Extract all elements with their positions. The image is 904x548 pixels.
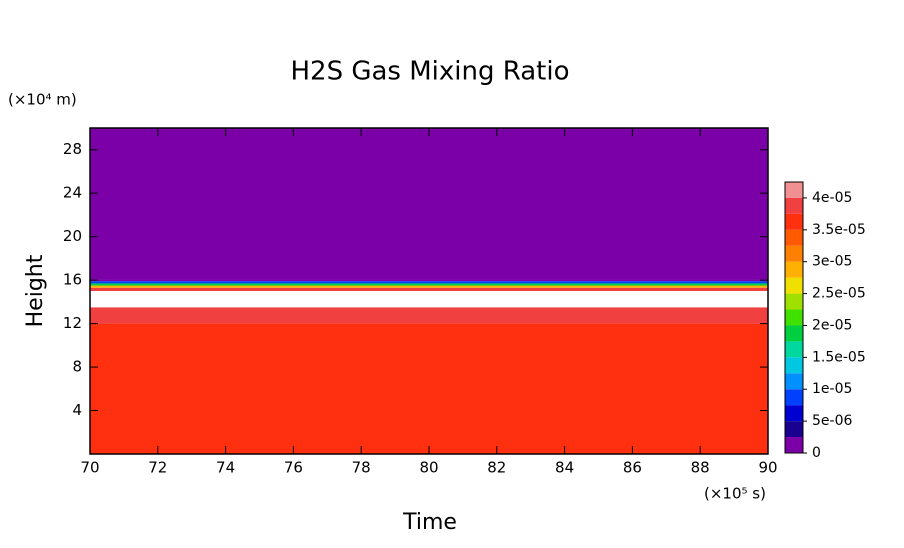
colorbar-swatch [785, 389, 803, 406]
colorbar-swatch [785, 325, 803, 342]
contour-band [90, 285, 768, 288]
colorbar-swatch [785, 229, 803, 246]
colorbar-tick-label: 2.5e-05 [812, 286, 866, 302]
y-tick-label: 24 [63, 184, 82, 202]
contour-band [90, 279, 768, 282]
y-tick-label: 20 [63, 227, 82, 245]
x-tick-label: 78 [352, 459, 371, 477]
colorbar-swatch [785, 197, 803, 214]
x-tick-label: 76 [284, 459, 303, 477]
colorbar-swatch [785, 213, 803, 230]
y-tick-label: 4 [72, 401, 82, 419]
contour-band [90, 283, 768, 286]
colorbar-swatch [785, 182, 803, 198]
y-tick-label: 16 [63, 271, 82, 289]
colorbar-swatch [785, 245, 803, 262]
x-tick-label: 84 [555, 459, 574, 477]
y-tick-label: 8 [72, 358, 82, 376]
colorbar-swatch [785, 341, 803, 358]
colorbar-tick-label: 3e-05 [812, 254, 852, 270]
colorbar-tick-label: 1.5e-05 [812, 349, 866, 365]
colorbar-swatch [785, 421, 803, 438]
colorbar-swatch [785, 261, 803, 278]
contour-band [90, 291, 768, 308]
x-tick-label: 74 [216, 459, 235, 477]
colorbar-tick-label: 3.5e-05 [812, 222, 866, 238]
colorbar-swatch [785, 405, 803, 422]
colorbar-swatch [785, 293, 803, 310]
contour-band [90, 128, 768, 280]
contour-band [90, 323, 768, 454]
y-tick-label: 12 [63, 314, 82, 332]
x-tick-label: 70 [80, 459, 99, 477]
x-axis-label: Time [402, 510, 457, 535]
y-axis-label: Height [23, 254, 48, 327]
x-tick-label: 72 [148, 459, 167, 477]
colorbar-swatch [785, 373, 803, 390]
contour-band [90, 281, 768, 284]
colorbar-tick-label: 1e-05 [812, 381, 852, 397]
x-tick-label: 82 [487, 459, 506, 477]
colorbar-tick-label: 4e-05 [812, 190, 852, 206]
x-tick-label: 90 [758, 459, 777, 477]
colorbar-tick-label: 2e-05 [812, 317, 852, 333]
y-unit: (×10⁴ m) [8, 91, 77, 109]
colorbar-swatch [785, 437, 803, 453]
y-tick-label: 28 [63, 140, 82, 158]
x-tick-label: 80 [419, 459, 438, 477]
chart-title: H2S Gas Mixing Ratio [290, 57, 569, 87]
colorbar-swatch [785, 357, 803, 374]
contour-band [90, 287, 768, 291]
x-unit: (×10⁵ s) [704, 485, 766, 503]
colorbar-swatch [785, 309, 803, 326]
x-tick-label: 88 [691, 459, 710, 477]
contour-band [90, 307, 768, 324]
colorbar-tick-label: 5e-06 [812, 413, 852, 429]
x-tick-label: 86 [623, 459, 642, 477]
colorbar-frame [784, 181, 804, 454]
colorbar-tick-label: 0 [812, 445, 821, 461]
colorbar-swatch [785, 277, 803, 294]
